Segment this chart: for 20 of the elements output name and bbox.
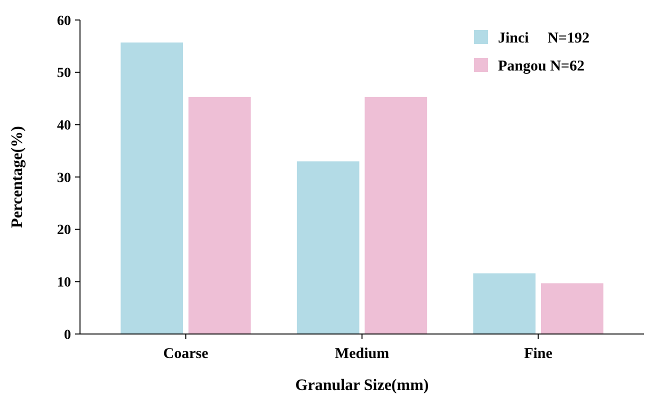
- y-tick-label: 10: [57, 276, 71, 291]
- bar: [473, 273, 536, 334]
- legend-label: Pangou N=62: [498, 58, 584, 74]
- y-tick-label: 0: [64, 328, 71, 343]
- bar: [540, 283, 604, 334]
- y-tick-label: 20: [57, 223, 71, 238]
- bar: [364, 96, 428, 334]
- y-tick-label: 30: [57, 170, 71, 186]
- x-tick-label: Medium: [334, 346, 390, 362]
- bar: [120, 42, 184, 334]
- y-axis-title: Percentage(%): [9, 126, 26, 228]
- x-tick-label: Fine: [524, 346, 553, 362]
- y-tick-label: 60: [57, 14, 71, 29]
- y-tick-label: 40: [57, 118, 71, 134]
- y-tick-label: 50: [57, 66, 71, 82]
- legend-label: Jinci N=192: [498, 30, 590, 46]
- bar: [296, 161, 360, 334]
- bar: [188, 96, 251, 334]
- x-axis-title: Granular Size(mm): [295, 377, 429, 394]
- x-tick-label: Coarse: [163, 346, 209, 362]
